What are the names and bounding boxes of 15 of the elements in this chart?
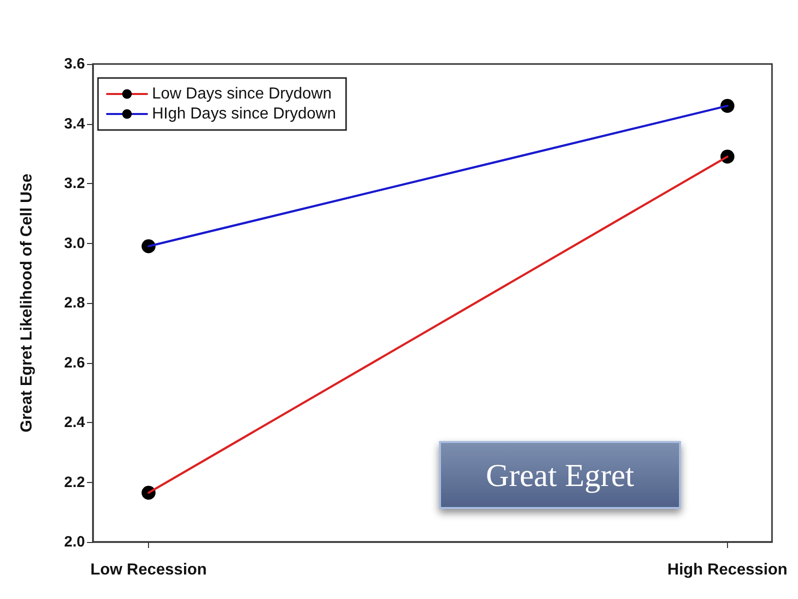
y-tick-label: 2.6	[64, 354, 85, 372]
y-tick-label: 3.0	[64, 234, 85, 252]
annotation: Great Egret	[486, 457, 634, 493]
y-tick-label: 2.4	[64, 414, 86, 431]
y-tick-label: 2.0	[64, 534, 85, 550]
y-tick-label: 2.2	[64, 474, 85, 491]
y-tick-label: 3.2	[64, 175, 85, 192]
x-tick-label: Low Recession	[90, 562, 207, 578]
y-tick-label: 3.4	[64, 115, 86, 132]
legend-label: HIgh Days since Drydown	[152, 106, 336, 122]
y-axis-title: Great Egret Likelihood of Cell Use	[18, 174, 36, 432]
legend-label: Low Days since Drydown	[152, 86, 332, 102]
x-tick-label: High Recession	[667, 562, 788, 578]
y-tick-label: 3.6	[64, 56, 85, 72]
y-tick-label: 2.8	[64, 294, 85, 312]
